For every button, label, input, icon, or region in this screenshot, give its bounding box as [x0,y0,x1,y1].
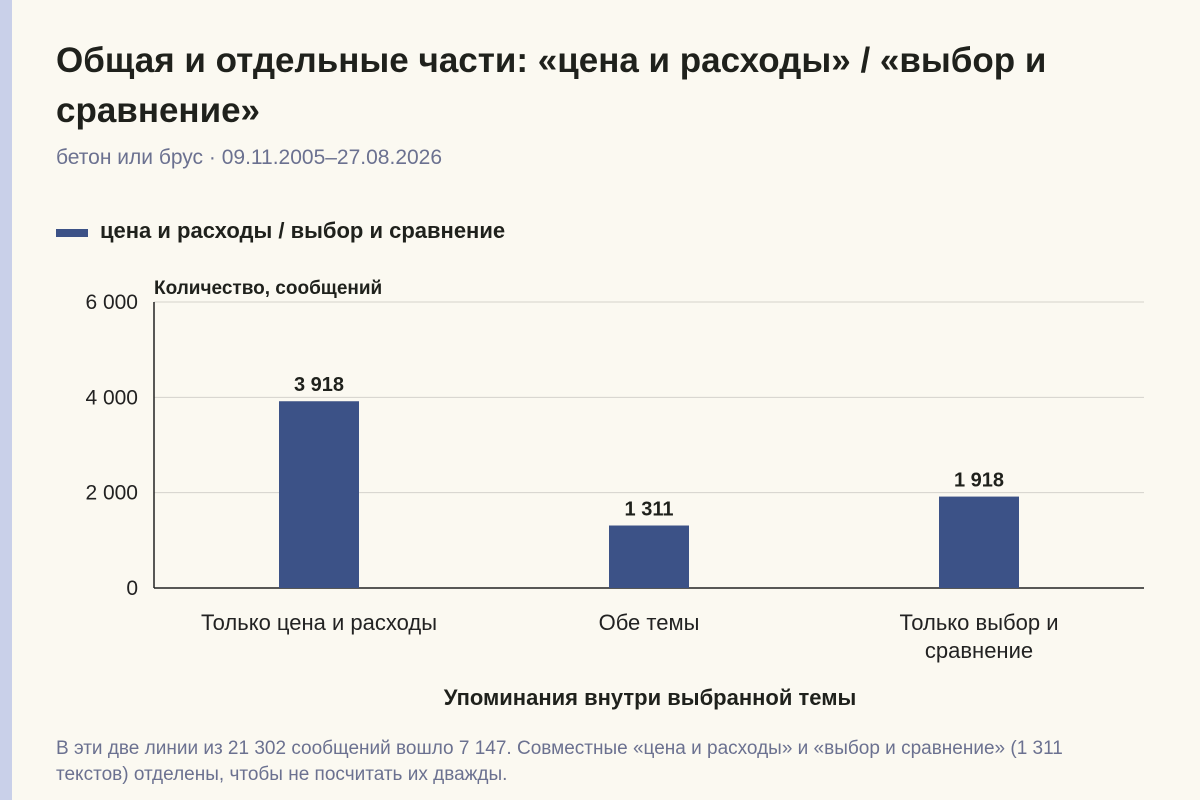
legend-swatch [56,229,88,237]
legend: цена и расходы / выбор и сравнение [56,218,505,244]
y-tick-label: 2 000 [85,482,138,505]
x-tick-label: Только цена и расходы [201,610,437,635]
x-tick-label: Обе темы [599,610,700,635]
bar-chart: 0 2 000 4 000 6 000 Количество, сообщений 3 9… [85,278,1144,663]
y-tick-label: 6 000 [85,291,138,314]
bar [609,525,689,588]
bar [279,401,359,588]
chart-subtitle: бетон или брус · 09.11.2005–27.08.2026 [56,146,443,169]
left-accent-strip [0,0,12,800]
x-axis-title: Упоминания внутри выбранной темы [443,685,857,710]
legend-label: цена и расходы / выбор и сравнение [100,218,506,243]
y-tick-label: 4 000 [85,386,138,409]
x-tick-label: сравнение [925,638,1033,663]
bar-value-label: 1 918 [954,470,1004,492]
chart-title: Общая и отдельные части: «цена и расходы… [56,41,1047,130]
x-tick-label: Только выбор и [900,610,1059,635]
bar-value-label: 3 918 [294,374,344,396]
y-axis-title: Количество, сообщений [154,278,382,299]
y-tick-label: 0 [126,577,138,600]
bar-value-label: 1 311 [625,499,674,521]
bar [939,496,1019,588]
footnote: В эти две линии из 21 302 сообщений вошл… [56,738,1063,785]
